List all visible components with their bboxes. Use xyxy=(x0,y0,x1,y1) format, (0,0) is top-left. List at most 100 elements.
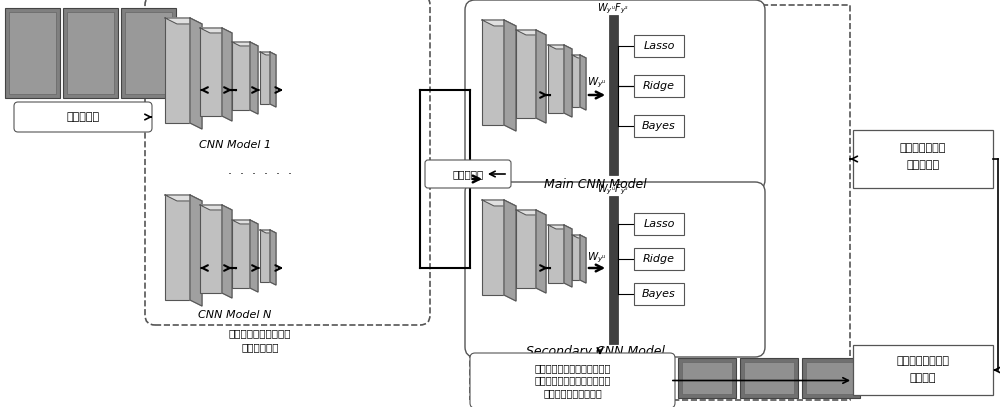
Bar xyxy=(802,358,860,398)
Polygon shape xyxy=(516,210,546,215)
Bar xyxy=(853,345,993,395)
FancyBboxPatch shape xyxy=(470,353,675,407)
Bar xyxy=(200,28,222,116)
FancyBboxPatch shape xyxy=(425,160,511,188)
Bar xyxy=(482,20,504,125)
Polygon shape xyxy=(190,18,202,129)
Text: 新主副网灶替换: 新主副网灶替换 xyxy=(900,143,946,153)
Text: 选择主副网灶: 选择主副网灶 xyxy=(241,342,279,352)
Polygon shape xyxy=(536,210,546,293)
Bar xyxy=(200,205,222,293)
Polygon shape xyxy=(572,55,586,58)
Bar xyxy=(744,362,794,394)
Text: Ridge: Ridge xyxy=(643,81,675,91)
Text: 可见类样本: 可见类样本 xyxy=(452,169,484,179)
Polygon shape xyxy=(548,45,572,49)
Polygon shape xyxy=(260,230,276,233)
Text: 进行预测，根据制定的标记规: 进行预测，根据制定的标记规 xyxy=(534,375,611,385)
Text: $W_{y^u}F_{y^s}$: $W_{y^u}F_{y^s}$ xyxy=(597,2,629,16)
Polygon shape xyxy=(516,30,546,35)
Bar xyxy=(682,362,732,394)
Polygon shape xyxy=(504,200,516,301)
Bar xyxy=(232,42,250,110)
Bar xyxy=(165,195,190,300)
Bar xyxy=(548,45,564,113)
Polygon shape xyxy=(200,28,232,33)
Text: 旧主副网灶: 旧主副网灶 xyxy=(906,160,940,170)
Bar xyxy=(853,130,993,188)
Text: Bayes: Bayes xyxy=(642,289,676,299)
Text: Bayes: Bayes xyxy=(642,121,676,131)
Text: ·  ·  ·  ·  ·  ·: · · · · · · xyxy=(228,168,292,182)
Text: $W_{y^u}$: $W_{y^u}$ xyxy=(587,251,607,265)
Bar xyxy=(5,8,60,98)
Bar xyxy=(260,230,270,282)
Polygon shape xyxy=(250,220,258,292)
Polygon shape xyxy=(564,225,572,287)
Bar xyxy=(572,55,580,107)
Bar xyxy=(63,8,118,98)
Polygon shape xyxy=(504,20,516,131)
Polygon shape xyxy=(564,45,572,117)
Bar xyxy=(806,362,856,394)
Polygon shape xyxy=(232,42,258,46)
Polygon shape xyxy=(222,28,232,121)
Bar xyxy=(9,12,56,94)
Polygon shape xyxy=(165,195,202,201)
Text: 使用标记数据训练: 使用标记数据训练 xyxy=(896,356,950,366)
Bar xyxy=(232,220,250,288)
Polygon shape xyxy=(222,205,232,298)
Text: Lasso: Lasso xyxy=(643,219,675,229)
Bar xyxy=(678,358,736,398)
FancyBboxPatch shape xyxy=(145,0,430,325)
Bar xyxy=(609,15,618,175)
Polygon shape xyxy=(572,235,586,238)
Bar xyxy=(482,200,504,295)
Text: 主副网灶: 主副网灶 xyxy=(910,373,936,383)
Text: CNN Model 1: CNN Model 1 xyxy=(199,140,271,150)
Polygon shape xyxy=(190,195,202,306)
Polygon shape xyxy=(270,52,276,107)
Polygon shape xyxy=(580,235,586,283)
Text: Secondary CNN Model: Secondary CNN Model xyxy=(526,346,664,359)
Bar xyxy=(634,213,684,235)
Bar xyxy=(740,358,798,398)
Text: 使用可见类样本训练，: 使用可见类样本训练， xyxy=(229,328,291,338)
FancyBboxPatch shape xyxy=(465,0,765,190)
Bar xyxy=(609,196,618,344)
Bar xyxy=(121,8,176,98)
Text: 则赋予不可见类伪标签: 则赋予不可见类伪标签 xyxy=(543,388,602,398)
Bar xyxy=(470,5,850,400)
Bar xyxy=(634,115,684,137)
Bar xyxy=(634,283,684,305)
Bar xyxy=(165,18,190,123)
Bar xyxy=(260,52,270,104)
Polygon shape xyxy=(232,220,258,224)
Polygon shape xyxy=(580,55,586,110)
Bar xyxy=(125,12,172,94)
Text: $W_{y^u}F_{y^s}$: $W_{y^u}F_{y^s}$ xyxy=(597,183,629,197)
Polygon shape xyxy=(548,225,572,229)
Polygon shape xyxy=(482,200,516,206)
Text: 将不可见类特征送入分类器中: 将不可见类特征送入分类器中 xyxy=(534,363,611,373)
Polygon shape xyxy=(536,30,546,123)
Bar xyxy=(634,35,684,57)
Bar xyxy=(572,235,580,280)
Text: $W_{y^u}$: $W_{y^u}$ xyxy=(587,76,607,90)
Text: CNN Model N: CNN Model N xyxy=(198,310,272,320)
Text: Ridge: Ridge xyxy=(643,254,675,264)
Bar xyxy=(516,210,536,288)
Bar xyxy=(634,248,684,270)
Text: Lasso: Lasso xyxy=(643,41,675,51)
Polygon shape xyxy=(165,18,202,24)
Polygon shape xyxy=(200,205,232,210)
FancyBboxPatch shape xyxy=(14,102,152,132)
FancyBboxPatch shape xyxy=(465,182,765,357)
Polygon shape xyxy=(260,52,276,55)
Bar xyxy=(516,30,536,118)
Bar xyxy=(634,75,684,97)
Bar xyxy=(67,12,114,94)
Polygon shape xyxy=(482,20,516,26)
Text: 可见类样本: 可见类样本 xyxy=(66,112,100,122)
Text: Main CNN Model: Main CNN Model xyxy=(544,179,646,192)
